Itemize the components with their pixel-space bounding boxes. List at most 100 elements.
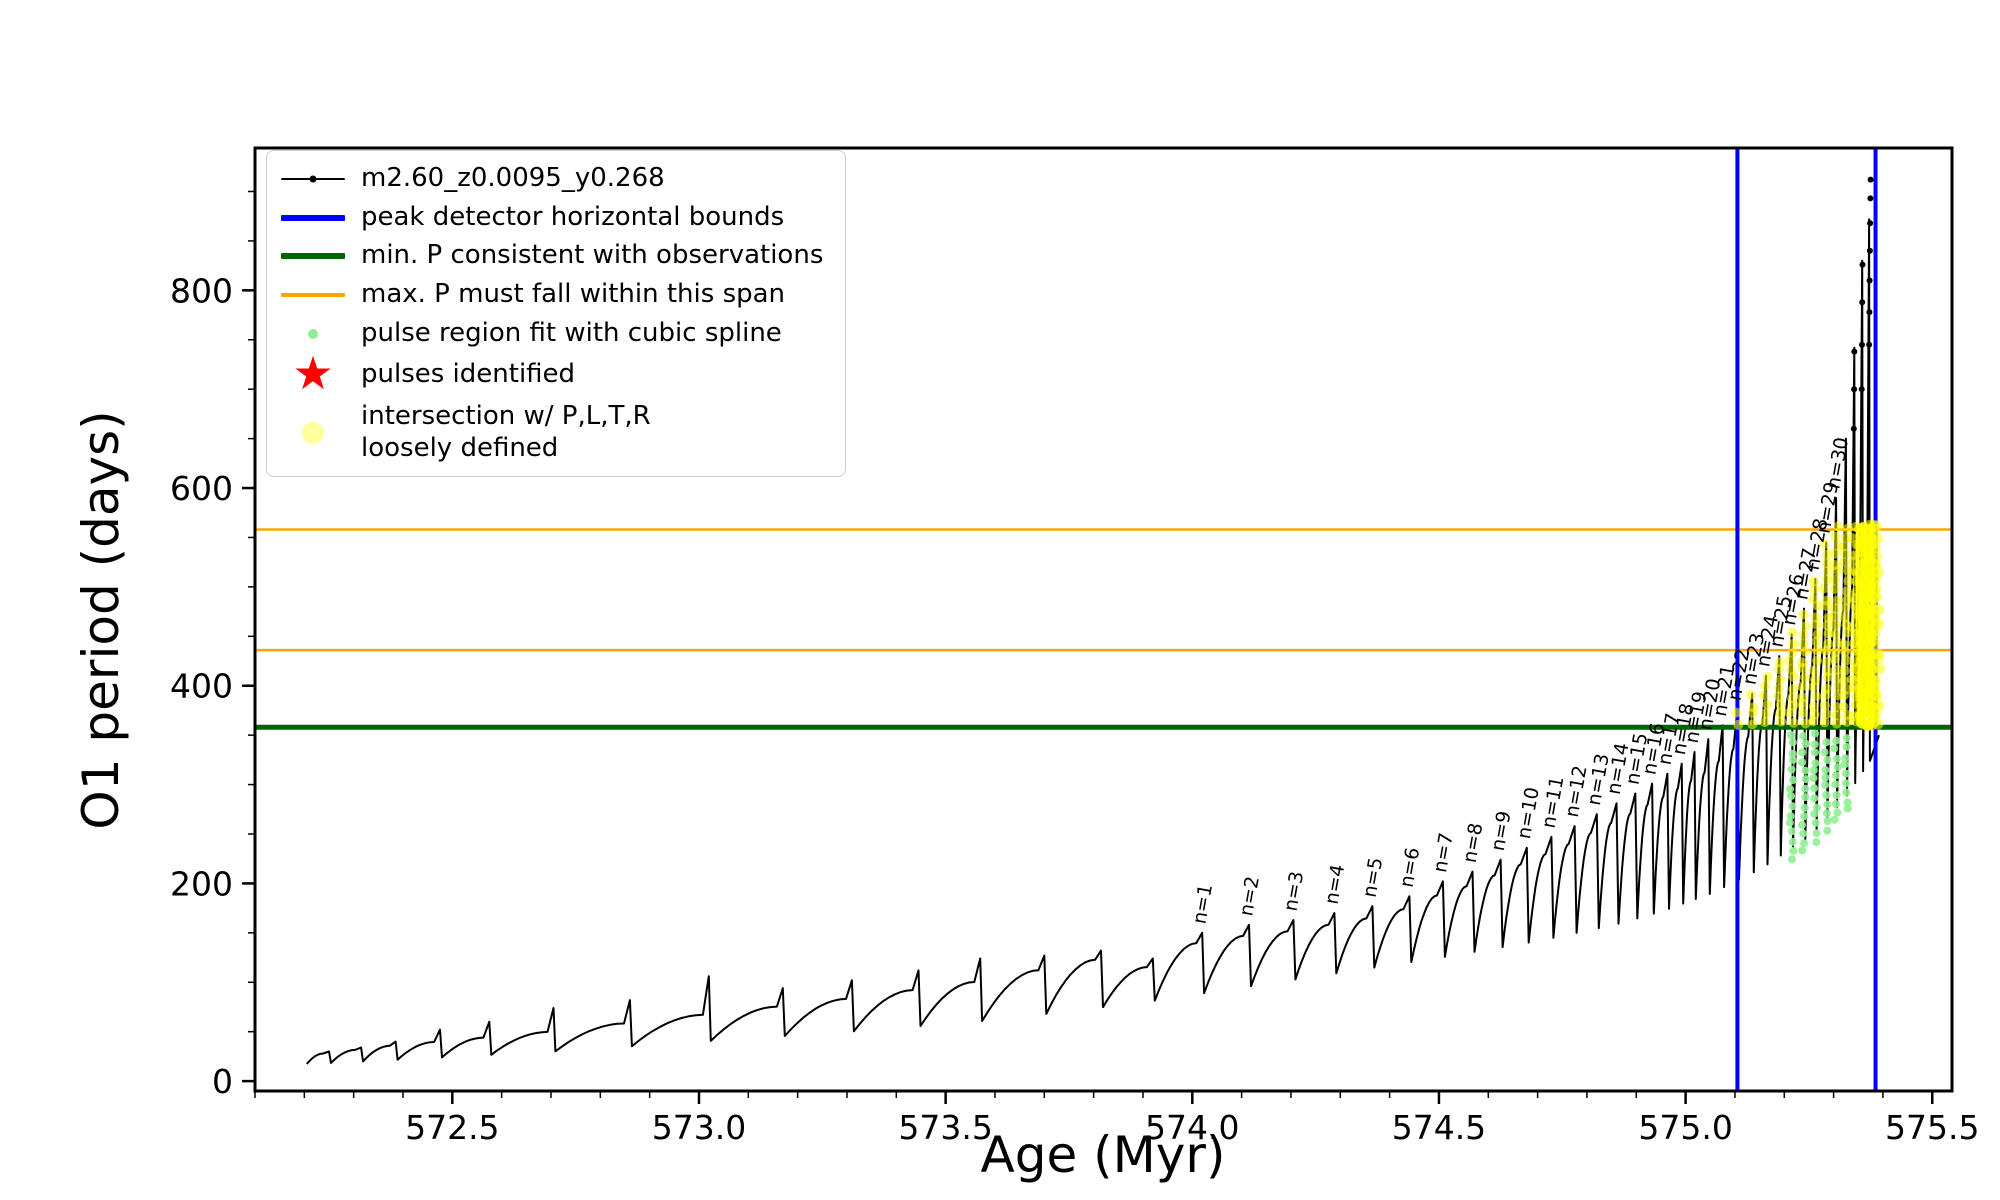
legend-marker-thick-line-icon bbox=[281, 241, 345, 271]
intersection-dot bbox=[1830, 647, 1841, 658]
spline-dot bbox=[1788, 837, 1797, 846]
spline-dot bbox=[1812, 838, 1821, 846]
intersection-dot bbox=[1870, 582, 1882, 594]
spline-dot bbox=[1843, 798, 1852, 807]
intersection-dot bbox=[1784, 655, 1795, 666]
spline-dot bbox=[1789, 755, 1797, 764]
intersection-dot bbox=[1874, 663, 1885, 675]
peak-dot bbox=[1850, 425, 1857, 432]
intersection-dot bbox=[1809, 584, 1820, 595]
pulse-number-label: n=1 bbox=[1188, 882, 1217, 925]
intersection-dot bbox=[1869, 612, 1881, 624]
spline-dot bbox=[1798, 748, 1807, 757]
x-tick-label: 572.5 bbox=[405, 1108, 499, 1147]
spline-dot bbox=[1833, 763, 1842, 772]
peak-dot bbox=[1859, 261, 1866, 268]
intersection-dot bbox=[1838, 675, 1849, 686]
spline-dot bbox=[1798, 846, 1807, 855]
intersection-dot bbox=[1821, 683, 1832, 694]
spline-dot bbox=[1789, 846, 1798, 855]
intersection-dot bbox=[1811, 691, 1822, 702]
spline-dot bbox=[1798, 820, 1806, 829]
intersection-dot bbox=[1788, 638, 1799, 649]
intersection-dot bbox=[1812, 629, 1823, 640]
spline-dot bbox=[1832, 791, 1841, 800]
pulse-number-label: n=7 bbox=[1429, 831, 1458, 874]
intersection-dot bbox=[1819, 717, 1830, 728]
peak-dot bbox=[1866, 247, 1873, 254]
intersection-dot bbox=[1787, 693, 1797, 704]
intersection-dot bbox=[1838, 701, 1849, 712]
intersection-dot bbox=[1800, 718, 1811, 729]
intersection-dot bbox=[1841, 586, 1852, 597]
intersection-dot bbox=[1828, 611, 1839, 622]
peak-dot bbox=[1851, 348, 1858, 355]
intersection-dot bbox=[1809, 709, 1820, 720]
intersection-dot bbox=[1786, 664, 1797, 675]
intersection-dot bbox=[1870, 521, 1882, 533]
spline-dot bbox=[1832, 736, 1841, 745]
intersection-dot bbox=[1798, 708, 1808, 718]
legend-marker-line-dot-icon bbox=[281, 164, 345, 194]
intersection-dot bbox=[1840, 665, 1851, 676]
intersection-dot bbox=[1788, 717, 1799, 728]
spline-dot bbox=[1787, 731, 1795, 739]
plot-spine bbox=[253, 146, 1954, 1093]
spline-dot bbox=[1841, 754, 1850, 763]
intersection-dot bbox=[1822, 558, 1832, 569]
intersection-dot bbox=[1787, 647, 1798, 658]
intersection-dot bbox=[1800, 646, 1811, 657]
intersection-dot bbox=[1842, 523, 1853, 534]
y-tick-label: 800 bbox=[170, 271, 233, 310]
intersection-dot bbox=[1798, 609, 1809, 620]
legend-marker-big-dot-icon bbox=[281, 418, 345, 448]
intersection-dot bbox=[1832, 664, 1843, 675]
intersection-dot bbox=[1847, 533, 1858, 544]
spline-dot bbox=[1788, 802, 1797, 811]
intersection-dot bbox=[1869, 637, 1881, 649]
intersection-dot bbox=[1829, 584, 1840, 594]
spline-dot bbox=[1789, 776, 1798, 784]
intersection-dot bbox=[1775, 708, 1786, 719]
spline-dot bbox=[1811, 729, 1819, 738]
legend-label: intersection w/ P,L,T,R loosely defined bbox=[361, 400, 651, 463]
spline-dot bbox=[1810, 740, 1819, 749]
spline-dot bbox=[1823, 800, 1832, 809]
intersection-dot bbox=[1873, 700, 1885, 712]
peak-dot bbox=[1867, 176, 1874, 183]
intersection-dot bbox=[1733, 719, 1744, 730]
spline-dot bbox=[1831, 800, 1840, 808]
intersection-dot bbox=[1823, 566, 1834, 577]
peak-dot bbox=[1867, 195, 1874, 202]
intersection-dot bbox=[1840, 603, 1851, 614]
axes: 572.5 573.0 573.5 574.0 574.5 575.0 575.5 0 200 4… bbox=[170, 146, 1980, 1147]
spline-dot bbox=[1801, 739, 1810, 748]
intersection-dot bbox=[1832, 595, 1843, 606]
spline-dot bbox=[1810, 809, 1819, 818]
spline-dot bbox=[1786, 785, 1795, 794]
spline-dot bbox=[1823, 817, 1832, 825]
peak-dot bbox=[1866, 309, 1873, 316]
intersection-dot bbox=[1839, 639, 1850, 650]
spline-dot bbox=[1830, 815, 1839, 824]
intersection-dot bbox=[1871, 533, 1883, 544]
intersection-dot bbox=[1759, 717, 1770, 727]
spline-dot bbox=[1842, 742, 1851, 751]
pulse-number-label: n=5 bbox=[1359, 856, 1388, 899]
spline-dot bbox=[1821, 780, 1830, 789]
y-tick-label: 600 bbox=[170, 469, 233, 508]
spline-dot bbox=[1833, 808, 1842, 817]
pulse-number-label: n=8 bbox=[1459, 821, 1488, 864]
intersection-dot bbox=[1775, 699, 1786, 710]
legend-label: pulse region fit with cubic spline bbox=[361, 317, 782, 348]
spline-dot bbox=[1809, 774, 1818, 783]
intersection-dot bbox=[1808, 576, 1819, 587]
spline-dot bbox=[1787, 765, 1796, 774]
legend-item: intersection w/ P,L,T,R loosely defined bbox=[281, 401, 823, 464]
spline-dot bbox=[1810, 784, 1819, 793]
legend-label: pulses identified bbox=[361, 359, 576, 390]
spline-dot bbox=[1823, 756, 1832, 764]
intersection-dot bbox=[1787, 627, 1798, 638]
spline-dot bbox=[1800, 803, 1809, 812]
